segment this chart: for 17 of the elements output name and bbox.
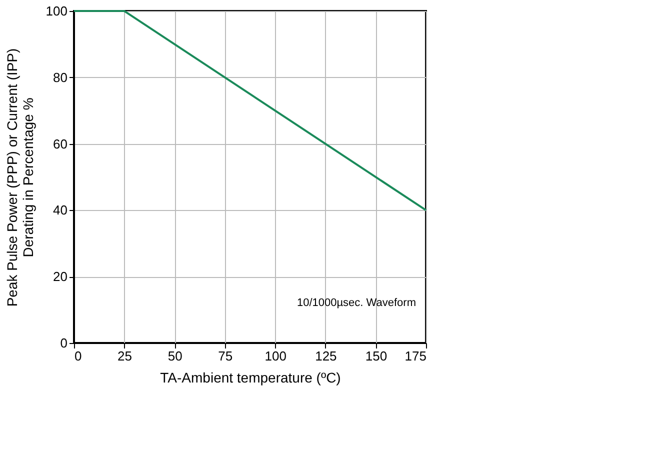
x-axis-title: TA-Ambient temperature (ºC) bbox=[160, 370, 341, 386]
y-tick-label: 80 bbox=[53, 70, 68, 85]
y-tick-label: 60 bbox=[53, 136, 68, 152]
x-tick-label: 100 bbox=[264, 348, 286, 364]
y-tick-label: 20 bbox=[53, 269, 68, 284]
annotation: 10/1000µsec. Waveform bbox=[296, 297, 416, 309]
x-tick-label: 75 bbox=[218, 348, 233, 364]
y-tick-label: 40 bbox=[53, 202, 68, 218]
y-tick-label: 0 bbox=[60, 336, 68, 350]
x-tick-label: 0 bbox=[74, 348, 82, 364]
x-tick-label: 50 bbox=[168, 348, 182, 364]
y-tick-label: 100 bbox=[46, 4, 68, 18]
y-axis-title: Peak Pulse Power (PPP) or Current (IPP) Derating in Percentage % bbox=[4, 48, 36, 307]
x-tick-label: 150 bbox=[365, 348, 388, 364]
x-tick-label: 175 bbox=[404, 348, 426, 364]
x-tick-label: 25 bbox=[118, 348, 132, 364]
x-tick-label: 125 bbox=[315, 348, 337, 364]
